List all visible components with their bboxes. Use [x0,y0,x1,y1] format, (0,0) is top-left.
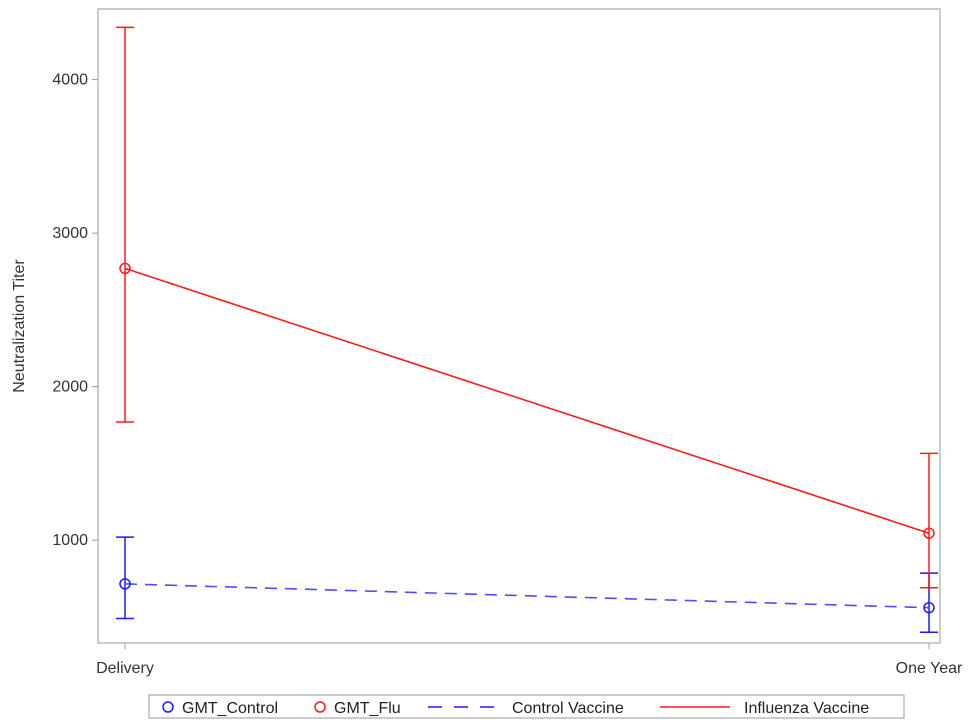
x-tick-label: One Year [896,660,963,677]
legend-label-influenza-vaccine: Influenza Vaccine [744,700,869,717]
flu-error-bar [920,452,938,589]
y-axis-title: Neutralization Titer [11,259,28,393]
control-data-point [119,578,131,590]
legend: GMT_Control GMT_Flu Control Vaccine Influen… [148,694,905,719]
plot-frame [97,8,941,644]
legend-label-gmt-flu: GMT_Flu [334,700,401,717]
y-tick-label: 2000 [52,379,88,396]
y-tick-label: 1000 [52,532,88,549]
y-tick-label: 3000 [52,225,88,242]
flu-data-point [923,527,935,539]
control-error-bar [116,536,134,620]
legend-label-gmt-control: GMT_Control [182,700,278,717]
flu-error-bar [116,26,134,423]
y-axis: 1000 2000 3000 4000 [52,72,98,549]
legend-marker-flu [314,701,326,713]
control-series-line [124,583,930,609]
flu-series-line [124,267,930,534]
legend-marker-control [162,701,174,713]
legend-box [148,694,905,719]
control-data-point [923,601,935,614]
legend-label-control-vaccine: Control Vaccine [512,700,624,717]
y-tick-label: 4000 [52,72,88,89]
x-axis: Delivery One Year [96,643,963,677]
x-tick-label: Delivery [96,660,154,677]
flu-data-point [119,262,131,275]
series-layer [116,26,938,634]
